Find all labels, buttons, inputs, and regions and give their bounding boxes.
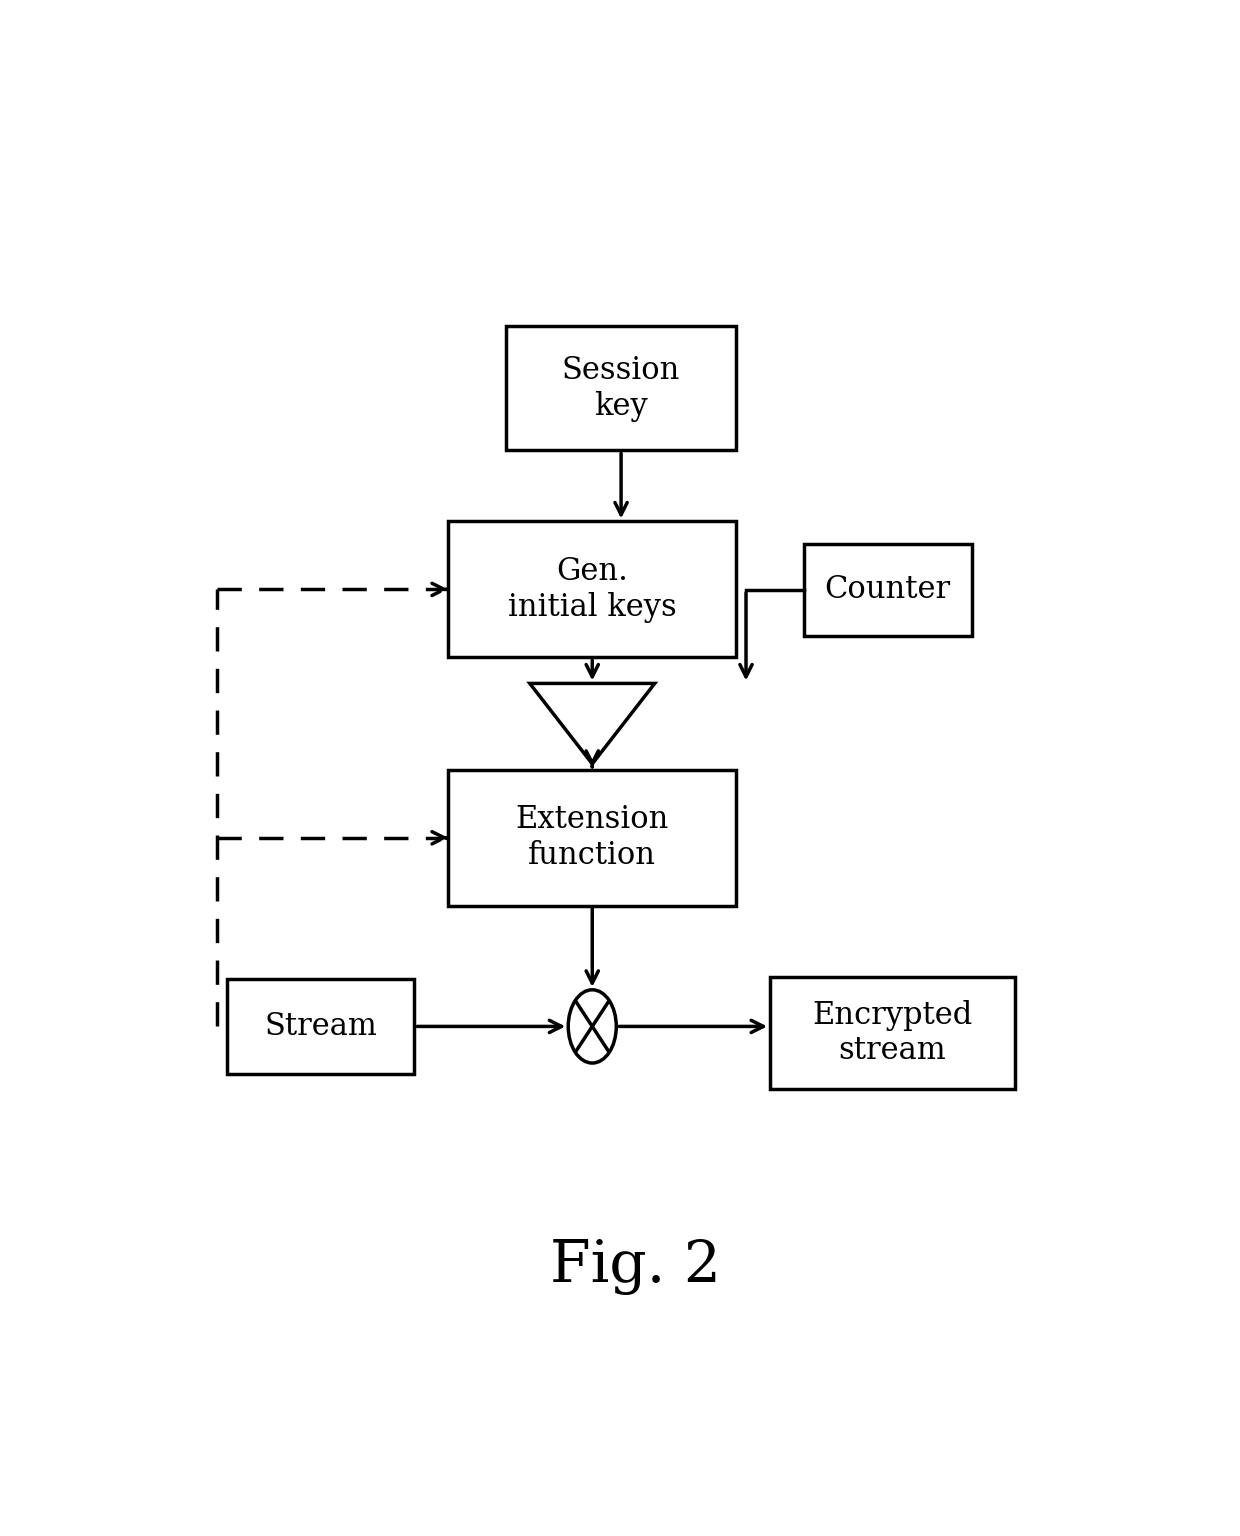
FancyBboxPatch shape [770,977,1016,1089]
Text: Gen.
initial keys: Gen. initial keys [508,556,677,622]
Text: Session
key: Session key [562,355,681,422]
FancyBboxPatch shape [227,978,414,1074]
Text: Stream: Stream [264,1011,377,1041]
Text: Encrypted
stream: Encrypted stream [812,1000,972,1066]
Text: Extension
function: Extension function [516,805,668,871]
Polygon shape [529,684,655,763]
FancyBboxPatch shape [448,521,737,657]
Text: Counter: Counter [825,574,951,605]
FancyBboxPatch shape [448,770,737,906]
Ellipse shape [568,989,616,1063]
FancyBboxPatch shape [804,544,972,636]
FancyBboxPatch shape [506,326,737,450]
Text: Fig. 2: Fig. 2 [551,1238,720,1295]
